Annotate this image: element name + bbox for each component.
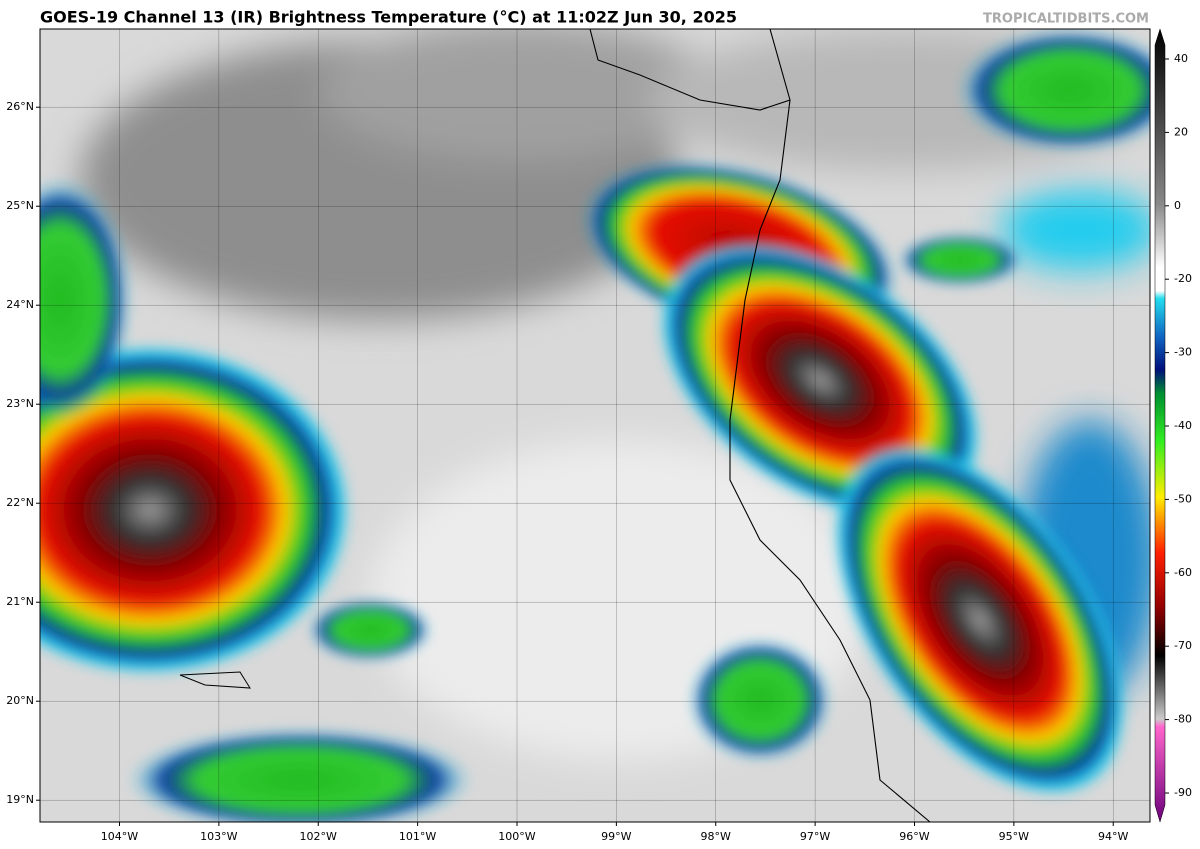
lat-label: 25°N [6, 199, 34, 212]
colorbar-label: 40 [1174, 52, 1188, 65]
colorbar-label: -20 [1174, 272, 1192, 285]
satellite-imagery [40, 29, 1150, 822]
colorbar-label: -70 [1174, 639, 1192, 652]
lat-label: 26°N [6, 100, 34, 113]
lat-label: 23°N [6, 397, 34, 410]
credit: TROPICALTIDBITS.COM [983, 12, 1149, 27]
title: GOES-19 Channel 13 (IR) Brightness Tempe… [40, 8, 737, 27]
lat-label: 21°N [6, 595, 34, 608]
graticule [40, 29, 1150, 822]
map-frame [39, 28, 1151, 823]
colorbar-label: -50 [1174, 492, 1192, 505]
lon-label: 100°W [498, 830, 535, 843]
lat-label: 19°N [6, 793, 34, 806]
lon-label: 96°W [899, 830, 929, 843]
lat-label: 24°N [6, 298, 34, 311]
lat-label: 22°N [6, 496, 34, 509]
lon-label: 99°W [601, 830, 631, 843]
colorbar-label: -40 [1174, 419, 1192, 432]
colorbar-label: -80 [1174, 713, 1192, 726]
lon-label: 101°W [399, 830, 436, 843]
colorbar-label: 0 [1174, 199, 1181, 212]
colorbar-label: -30 [1174, 346, 1192, 359]
lon-label: 94°W [1098, 830, 1128, 843]
lon-label: 104°W [101, 830, 138, 843]
colorbar-label: 20 [1174, 125, 1188, 138]
lon-label: 98°W [701, 830, 731, 843]
lon-label: 97°W [800, 830, 830, 843]
lat-label: 20°N [6, 694, 34, 707]
lon-label: 95°W [999, 830, 1029, 843]
lon-label: 103°W [200, 830, 237, 843]
lon-label: 102°W [300, 830, 337, 843]
colorbar [1154, 28, 1166, 823]
colorbar-label: -60 [1174, 566, 1192, 579]
colorbar-label: -90 [1174, 786, 1192, 799]
